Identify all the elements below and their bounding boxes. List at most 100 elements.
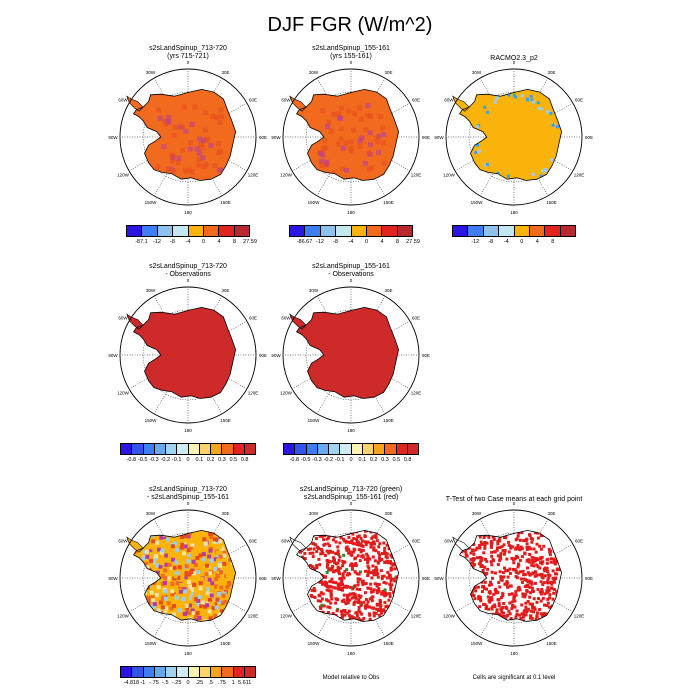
colorbar-label: 0 (364, 239, 369, 245)
map-boundary (282, 68, 420, 206)
longitude-label: 60W (118, 316, 128, 321)
longitude-label: 150W (308, 200, 321, 205)
longitude-label: 0 (187, 278, 190, 283)
colorbar-swatch (340, 444, 352, 454)
longitude-label: 60E (575, 98, 583, 103)
colorbar-swatch (211, 444, 223, 454)
colorbar-label: -0.1 (334, 457, 345, 463)
colorbar-swatch (177, 667, 189, 677)
colorbar-swatch (121, 667, 133, 677)
longitude-label: 120E (411, 614, 422, 619)
longitude-label: 150W (471, 641, 484, 646)
colorbar-label: -0.1 (171, 457, 182, 463)
colorbar-label: 8 (551, 239, 555, 245)
longitude-label: 90E (585, 576, 593, 581)
longitude-label: 60E (412, 98, 420, 103)
colorbar-swatch (132, 444, 144, 454)
panel-title-line-1: T-Test of two Case means at each grid po… (445, 496, 583, 503)
longitude-label: 30E (547, 70, 555, 75)
longitude-label: 150E (546, 641, 557, 646)
panel-title-line-1: s2sLandSpinup_155-161 (312, 45, 390, 52)
colorbar-swatch (336, 226, 352, 236)
colorbar-swatch (453, 226, 469, 236)
colorbar-label: -0.3 (312, 457, 322, 463)
longitude-label: 120E (248, 391, 259, 396)
longitude-label: 60E (249, 539, 257, 544)
colorbar-swatch (351, 226, 367, 236)
longitude-label: 60E (412, 539, 420, 544)
longitude-label: 150W (145, 641, 158, 646)
colorbar-swatch (143, 444, 155, 454)
longitude-label: 90W (108, 353, 118, 358)
colorbar-swatch (157, 226, 174, 236)
longitude-label: 180 (510, 651, 518, 656)
longitude-label: 0 (187, 60, 190, 65)
colorbar-swatch (382, 226, 398, 236)
colorbar-label: 0.8 (240, 457, 249, 463)
colorbar-label: -.75 (149, 680, 159, 686)
colorbar-label: 0.1 (195, 457, 204, 463)
longitude-label: 90E (259, 135, 267, 140)
longitude-label: 90W (271, 576, 281, 581)
coastline (459, 529, 563, 622)
colorbar-swatch (233, 444, 245, 454)
colorbar-label: 0 (201, 239, 206, 245)
longitude-label: 30E (221, 70, 229, 75)
longitude-label: 120W (117, 614, 130, 619)
colorbar-swatch (121, 444, 133, 454)
colorbar-label: -.5 (162, 680, 169, 686)
longitude-label: 90E (585, 135, 593, 140)
panel-title: s2sLandSpinup_713-720 (yrs 715-721) (88, 45, 288, 60)
colorbar-label: -87.1 (135, 239, 148, 245)
longitude-label: 0 (187, 501, 190, 506)
colorbar-label: -0.8 (289, 457, 300, 463)
colorbar-swatch (374, 444, 386, 454)
colorbar-swatch (320, 226, 337, 236)
colorbar-swatch (154, 667, 166, 677)
map-boundary (282, 509, 420, 647)
colorbar-label: -0.5 (137, 457, 148, 463)
colorbar-swatch (529, 226, 546, 236)
colorbar-label: 0.8 (403, 457, 412, 463)
colorbar-label: -0.5 (300, 457, 311, 463)
colorbar-label: .25 (195, 680, 204, 686)
coastline (133, 529, 237, 622)
colorbar-label: -0.3 (149, 457, 159, 463)
longitude-label: 120E (574, 173, 585, 178)
colorbar-label: 0.2 (206, 457, 215, 463)
longitude-label: 150E (220, 641, 231, 646)
colorbar-label: 0.3 (218, 457, 226, 463)
colorbar-swatch (366, 226, 383, 236)
antarctica-fill (459, 89, 562, 181)
colorbar-swatch (203, 226, 220, 236)
colorbar-swatch (177, 444, 189, 454)
longitude-label: 60W (118, 98, 128, 103)
longitude-label: 0 (350, 501, 353, 506)
panel-title-line-2: s2sLandSpinup_155-161 (red) (303, 493, 399, 501)
colorbar-swatch (290, 226, 306, 236)
longitude-label: 150E (220, 418, 231, 423)
longitude-label: 30W (146, 288, 156, 293)
longitude-label: 120W (280, 173, 293, 178)
colorbar-label: 1 (231, 680, 235, 686)
longitude-label: 30E (221, 511, 229, 516)
longitude-label: 120W (117, 173, 130, 178)
map-boundary (119, 286, 257, 424)
panel-title: s2sLandSpinup_713-720- s2sLandSpinup_155… (88, 486, 288, 501)
colorbar-label: 0.5 (229, 457, 238, 463)
longitude-label: 120E (411, 173, 422, 178)
colorbar-swatch (188, 667, 200, 677)
longitude-label: 90W (434, 576, 444, 581)
longitude-label: 90W (271, 353, 281, 358)
colorbar-swatch (188, 226, 204, 236)
colorbar-label: -4 (185, 239, 191, 245)
colorbar-label: 27.59 (243, 239, 257, 245)
longitude-label: 120W (117, 391, 130, 396)
longitude-label: 150E (220, 200, 231, 205)
panel-title: RACMO2.3_p2 (414, 55, 614, 63)
panel-title: s2sLandSpinup_155-161 (yrs 155-161) (251, 45, 451, 60)
colorbar-swatch (514, 226, 530, 236)
panel-title-line-2: (yrs 715-721) (167, 52, 209, 60)
colorbar-swatch (143, 667, 155, 677)
